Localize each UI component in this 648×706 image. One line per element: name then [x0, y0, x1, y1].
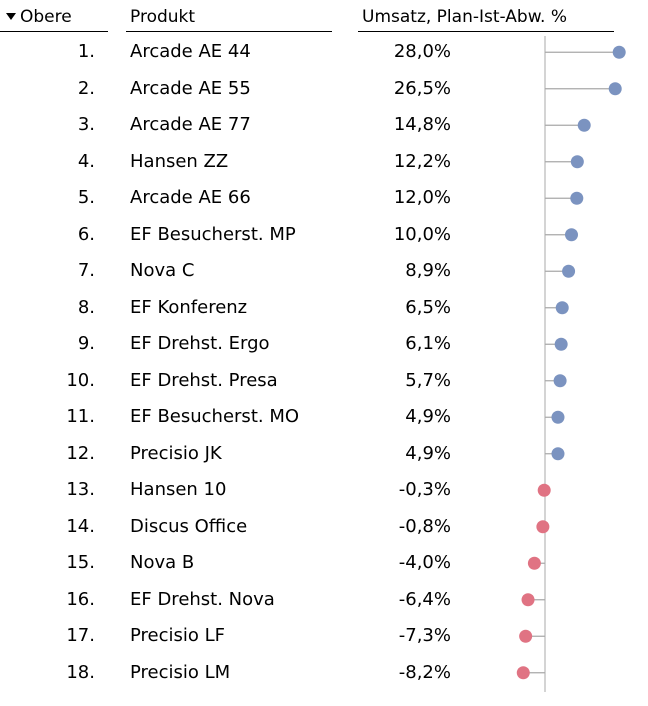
value-cell: 5,7%	[405, 369, 451, 391]
value-cell: 28,0%	[393, 41, 451, 62]
value-cell: 12,2%	[393, 150, 451, 172]
rank-cell: 3.	[77, 114, 95, 135]
value-cell: 4,9%	[405, 406, 451, 427]
lollipop-point	[612, 45, 626, 59]
value-cell: -6,4%	[398, 588, 451, 610]
rank-cell: 4.	[77, 150, 95, 172]
product-cell: EF Konferenz	[130, 296, 248, 318]
product-cell: Nova B	[130, 552, 195, 573]
rank-cell: 15.	[66, 552, 95, 573]
lollipop-point	[553, 374, 567, 388]
product-cell: Precisio LM	[130, 661, 231, 683]
table-row[interactable]: 10. EF Drehst. Presa 5,7%	[0, 363, 648, 399]
product-cell: EF Drehst. Nova	[130, 588, 275, 610]
product-cell: EF Besucherst. MO	[130, 406, 300, 427]
product-cell: Arcade AE 66	[130, 187, 251, 208]
lollipop-point	[570, 191, 584, 205]
value-cell: 4,9%	[405, 442, 451, 464]
rank-cell: 5.	[77, 187, 95, 208]
sort-descending-icon	[6, 13, 16, 20]
lollipop-point	[551, 410, 565, 424]
rank-cell: 6.	[77, 223, 95, 245]
table-row[interactable]: 2. Arcade AE 55 26,5%	[0, 71, 648, 107]
product-cell: Arcade AE 44	[130, 41, 251, 62]
value-cell: 26,5%	[393, 77, 451, 99]
lollipop-point	[554, 337, 568, 351]
rank-cell: 10.	[66, 369, 95, 391]
table-row[interactable]: 9. EF Drehst. Ergo 6,1%	[0, 326, 648, 362]
product-cell: EF Besucherst. MP	[130, 223, 296, 245]
lollipop-point	[536, 520, 550, 534]
product-cell: Discus Office	[130, 515, 248, 537]
value-cell: -7,3%	[398, 625, 451, 646]
lollipop-point	[565, 228, 578, 242]
product-cell: EF Drehst. Presa	[130, 369, 278, 391]
value-cell: 14,8%	[393, 114, 451, 135]
product-cell: Hansen 10	[130, 479, 227, 500]
lollipop-point	[519, 629, 533, 643]
rank-cell: 18.	[66, 661, 95, 683]
value-cell: -4,0%	[398, 552, 451, 573]
product-cell: Nova C	[130, 260, 195, 281]
rank-header-label: Obere	[20, 7, 72, 27]
table-row[interactable]: 8. EF Konferenz 6,5%	[0, 290, 648, 326]
table-row[interactable]: 15. Nova B -4,0%	[0, 545, 648, 581]
value-cell: -8,2%	[398, 661, 451, 683]
table-row[interactable]: 4. Hansen ZZ 12,2%	[0, 144, 648, 180]
table-row[interactable]: 16. EF Drehst. Nova -6,4%	[0, 582, 648, 618]
table-row[interactable]: 17. Precisio LF -7,3%	[0, 618, 648, 654]
value-column-header[interactable]: Umsatz, Plan-Ist-Abw. %	[362, 7, 567, 27]
table-row[interactable]: 7. Nova C 8,9%	[0, 253, 648, 289]
value-cell: 12,0%	[393, 187, 451, 208]
table-row[interactable]: 1. Arcade AE 44 28,0%	[0, 34, 648, 70]
lollipop-point	[555, 301, 569, 315]
rank-header-underline	[0, 31, 108, 32]
lollipop-point	[562, 264, 576, 278]
product-header-underline	[126, 31, 332, 32]
product-cell: Hansen ZZ	[130, 150, 229, 172]
product-cell: Arcade AE 77	[130, 114, 251, 135]
table-row[interactable]: 5. Arcade AE 66 12,0%	[0, 180, 648, 216]
product-column-header[interactable]: Produkt	[130, 7, 196, 27]
rank-cell: 12.	[66, 442, 95, 464]
lollipop-chart	[516, 36, 626, 692]
rank-cell: 7.	[77, 260, 95, 281]
lollipop-point	[608, 82, 622, 96]
rank-cell: 16.	[66, 588, 95, 610]
product-cell: Precisio LF	[130, 625, 226, 646]
value-cell: 8,9%	[405, 260, 451, 281]
rank-column-header[interactable]: Obere	[6, 4, 72, 30]
product-cell: Arcade AE 55	[130, 77, 251, 99]
value-cell: -0,8%	[398, 515, 451, 537]
rank-cell: 2.	[77, 77, 95, 99]
value-cell: 6,1%	[405, 333, 451, 354]
rank-cell: 13.	[66, 479, 95, 500]
product-cell: EF Drehst. Ergo	[130, 333, 270, 354]
table-row[interactable]: 12. Precisio JK 4,9%	[0, 436, 648, 472]
value-cell: 10,0%	[393, 223, 451, 245]
rank-cell: 8.	[77, 296, 95, 318]
rank-cell: 11.	[66, 406, 95, 427]
rank-cell: 14.	[66, 515, 95, 537]
lollipop-point	[551, 447, 565, 461]
lollipop-point	[521, 593, 535, 607]
table-row[interactable]: 14. Discus Office -0,8%	[0, 509, 648, 545]
value-cell: 6,5%	[405, 296, 451, 318]
lollipop-point	[527, 556, 541, 570]
rank-cell: 9.	[77, 333, 95, 354]
value-cell: -0,3%	[398, 479, 451, 500]
lollipop-point	[570, 155, 584, 169]
value-header-underline	[358, 31, 614, 32]
lollipop-point	[577, 118, 591, 132]
table-row[interactable]: 6. EF Besucherst. MP 10,0%	[0, 217, 648, 253]
lollipop-point	[537, 483, 551, 497]
table-row[interactable]: 3. Arcade AE 77 14,8%	[0, 107, 648, 143]
product-cell: Precisio JK	[130, 442, 222, 464]
table-row[interactable]: 11. EF Besucherst. MO 4,9%	[0, 399, 648, 435]
table-row[interactable]: 13. Hansen 10 -0,3%	[0, 472, 648, 508]
table-row[interactable]: 18. Precisio LM -8,2%	[0, 655, 648, 691]
rank-cell: 17.	[66, 625, 95, 646]
lollipop-point	[516, 666, 530, 680]
rank-cell: 1.	[77, 41, 95, 62]
